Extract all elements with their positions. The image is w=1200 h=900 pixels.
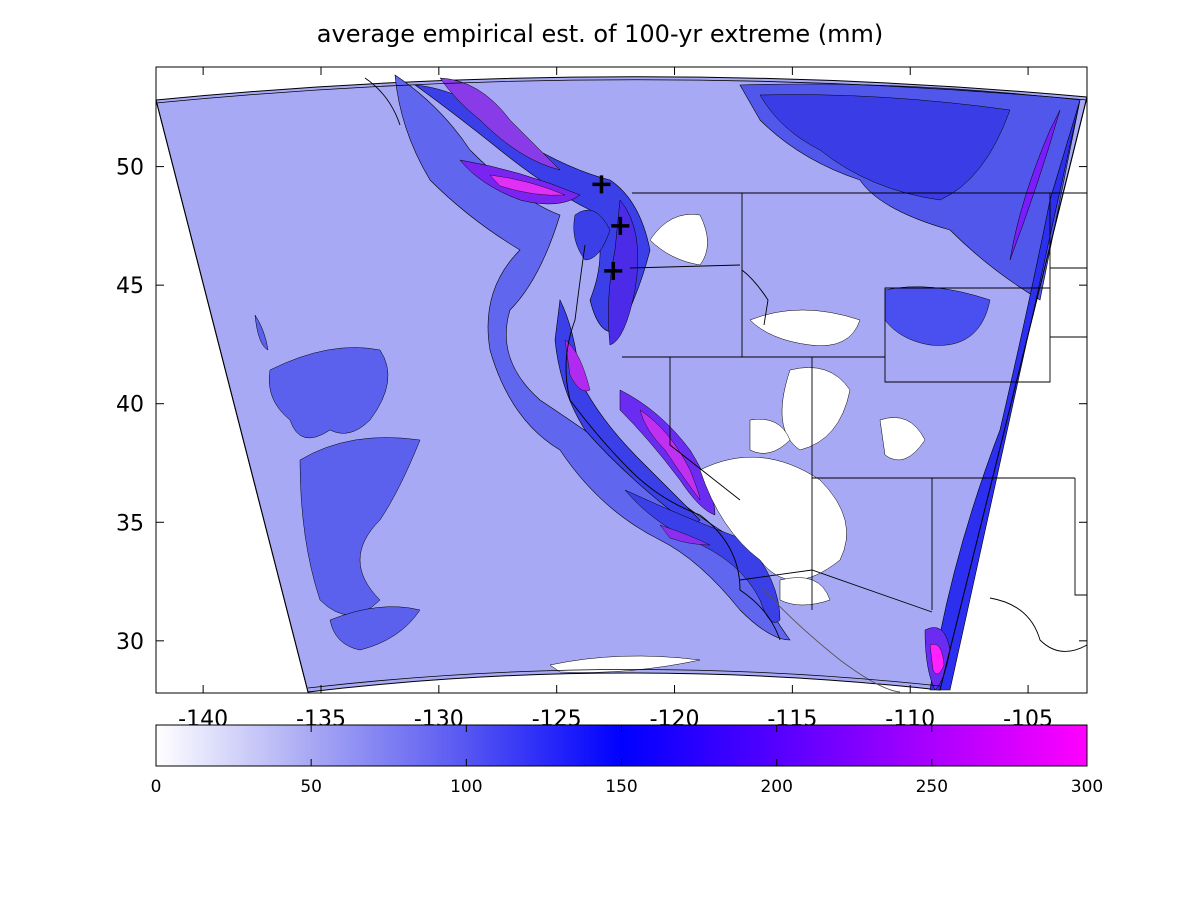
model-domain xyxy=(156,76,1087,693)
contour-ocean-blob-3 xyxy=(329,606,421,651)
city-marker xyxy=(611,216,630,235)
colorbar-tick-label: 100 xyxy=(450,777,482,797)
map-axes-frame xyxy=(155,66,1088,694)
dry-patch-8 xyxy=(779,577,831,606)
y-tick-label: 35 xyxy=(116,511,144,536)
colorbar-tick-label: 200 xyxy=(760,777,792,797)
contour-cascades xyxy=(608,199,639,346)
colorbar-ticks: 0 50 100 150 200 250 300 xyxy=(151,725,1103,797)
y-axis-ticks: 50 45 40 35 30 xyxy=(116,156,1087,655)
contour-colorado xyxy=(884,286,991,346)
contour-olympic xyxy=(573,209,611,261)
contour-east-ridge xyxy=(1009,109,1061,261)
y-tick-label: 40 xyxy=(116,393,144,418)
colorbar-tick-label: 50 xyxy=(300,777,322,797)
contour-sonora-peak xyxy=(929,644,945,675)
dry-patch-7 xyxy=(549,655,701,673)
dry-patch-1 xyxy=(649,214,708,266)
y-tick-label: 30 xyxy=(116,630,144,655)
political-boundaries xyxy=(364,77,1087,693)
city-markers xyxy=(592,175,630,280)
contour-offshore-band xyxy=(394,74,791,641)
colorbar-tick-label: 0 xyxy=(151,777,162,797)
contour-ne-inner xyxy=(759,94,1011,201)
y-tick-label: 50 xyxy=(116,156,144,181)
map-contours xyxy=(156,74,1087,693)
contour-ocean-blob-1 xyxy=(268,347,389,439)
y-tick-label: 45 xyxy=(116,274,144,299)
map-title: average empirical est. of 100-yr extreme… xyxy=(316,20,884,48)
colorbar-tick-label: 250 xyxy=(916,777,948,797)
city-marker xyxy=(604,261,623,280)
contour-ocean-blob-4 xyxy=(254,314,269,351)
dry-patch-4 xyxy=(699,456,847,581)
contour-socal-peak xyxy=(659,524,711,546)
contour-vancouver-peak xyxy=(489,174,566,196)
contour-bc-ridge xyxy=(439,77,561,171)
dry-patch-2 xyxy=(749,309,861,346)
colorbar-tick-label: 150 xyxy=(605,777,637,797)
dry-patch-6 xyxy=(749,418,791,454)
dry-patch-3 xyxy=(781,367,851,451)
city-marker xyxy=(592,175,611,194)
contour-ca-north-peak xyxy=(564,339,591,392)
contour-sierra-peak xyxy=(639,409,701,501)
dry-patch-5 xyxy=(879,417,926,461)
contour-ocean-blob-2 xyxy=(299,437,421,616)
colorbar-tick-label: 300 xyxy=(1071,777,1103,797)
